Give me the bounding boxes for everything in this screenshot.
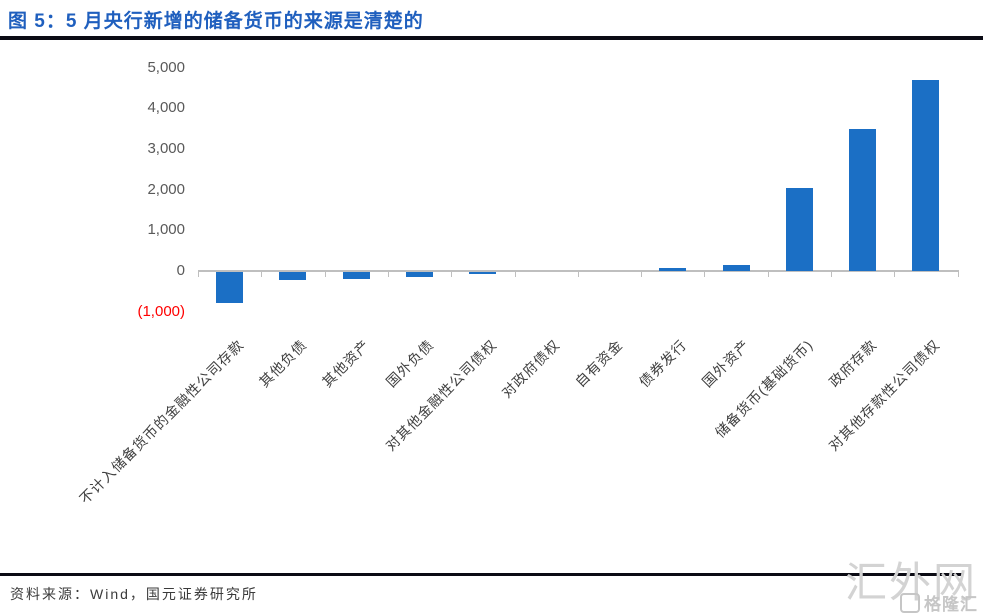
y-axis-label: 3,000	[147, 139, 185, 157]
axis-tick	[767, 272, 769, 277]
bar	[279, 272, 307, 281]
watermark-small: 格隆汇	[900, 590, 978, 615]
footer-rule	[0, 573, 963, 576]
bar	[912, 79, 940, 271]
axis-tick	[514, 272, 516, 277]
x-axis-label: 其他资产	[319, 336, 373, 391]
y-axis-label: 1,000	[147, 221, 185, 239]
y-axis-label: 5,000	[147, 58, 185, 76]
bar	[785, 187, 813, 271]
figure-title: 图 5：5 月央行新增的储备货币的来源是清楚的	[8, 11, 424, 32]
bar	[342, 272, 370, 280]
axis-tick	[831, 272, 832, 277]
x-axis-label: 对其他存款性公司债权	[825, 336, 943, 454]
x-axis-label: 国外负债	[382, 336, 437, 391]
watermark-large: 汇外网	[844, 559, 977, 606]
x-axis-label: 国外资产	[699, 336, 753, 391]
bar	[722, 264, 750, 271]
axis-tick	[894, 272, 896, 277]
watermark-small-label: 格隆汇	[924, 595, 978, 614]
axis-tick	[324, 272, 326, 277]
x-axis-line	[198, 270, 959, 272]
bar	[216, 272, 244, 303]
x-axis-label: 政府存款	[825, 336, 880, 391]
gelonghui-logo-icon	[900, 592, 920, 613]
axis-tick	[577, 272, 579, 277]
axis-tick	[451, 272, 453, 277]
y-axis-label: 4,000	[147, 99, 185, 117]
y-axis-label: 2,000	[147, 180, 185, 198]
bar	[849, 128, 877, 271]
x-axis-label: 其他负债	[255, 336, 310, 391]
axis-tick	[198, 272, 199, 277]
y-axis-label: 0	[176, 262, 185, 279]
axis-tick	[704, 272, 706, 277]
header-rule	[0, 36, 983, 40]
x-axis-label: 不计入储备货币的金融性公司存款	[75, 336, 247, 507]
x-axis-label: 债券发行	[635, 336, 690, 391]
bar	[659, 267, 687, 271]
bar	[469, 272, 497, 275]
axis-tick	[387, 272, 389, 277]
axis-tick	[261, 272, 263, 277]
bar	[406, 272, 434, 277]
source-note: 资料来源：Wind，国元证券研究所	[10, 586, 258, 602]
x-axis-label: 自有资金	[572, 336, 627, 391]
axis-tick	[957, 272, 959, 277]
axis-tick	[641, 272, 643, 277]
y-axis-label: (1,000)	[137, 302, 185, 320]
x-axis-label: 对其他金融性公司债权	[382, 336, 500, 454]
x-axis-label: 对政府债权	[498, 336, 563, 401]
